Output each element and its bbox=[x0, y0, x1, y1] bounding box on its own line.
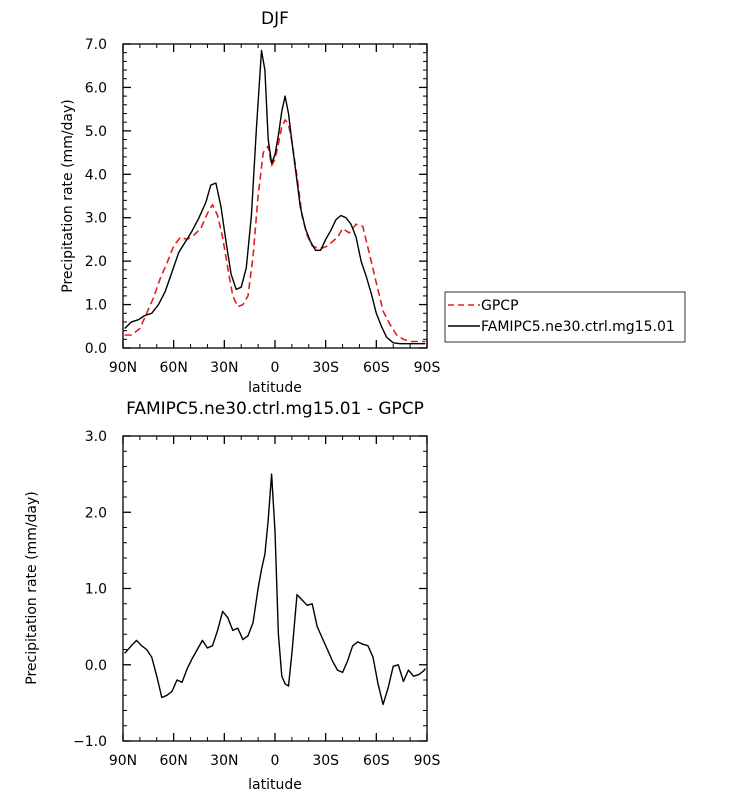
top-x-tick-label: 60N bbox=[160, 360, 188, 376]
difference-panel: FAMIPC5.ne30.ctrl.mg15.01 - GPCP latitud… bbox=[24, 399, 440, 793]
top-x-tick-label: 30N bbox=[210, 360, 238, 376]
top-y-tick-label: 7.0 bbox=[85, 37, 107, 53]
bottom-series-line-difference bbox=[124, 473, 426, 706]
top-series-lines bbox=[124, 49, 426, 345]
top-y-tick-label: 6.0 bbox=[85, 80, 107, 96]
top-plot-frame bbox=[122, 43, 428, 349]
bottom-x-tick-label: 60N bbox=[160, 753, 188, 769]
bottom-x-tick-label: 90S bbox=[414, 753, 441, 769]
djf-precipitation-panel: DJF latitude Precipitation rate (mm/day)… bbox=[60, 9, 686, 396]
top-x-tick-label: 0 bbox=[271, 360, 280, 376]
bottom-y-tick-label: 1.0 bbox=[85, 582, 107, 598]
bottom-chart-title: FAMIPC5.ne30.ctrl.mg15.01 - GPCP bbox=[126, 399, 424, 419]
top-y-axis-label: Precipitation rate (mm/day) bbox=[60, 99, 76, 293]
top-y-tick-label: 4.0 bbox=[85, 167, 107, 183]
bottom-axis-ticks: 90N 60N 30N 0 30S 60S 90S −1.0 0.0 1.0 2.0 3.0 bbox=[73, 429, 440, 769]
legend-label-model: FAMIPC5.ne30.ctrl.mg15.01 bbox=[481, 319, 675, 335]
top-x-tick-label: 90N bbox=[109, 360, 137, 376]
top-x-tick-label: 60S bbox=[363, 360, 390, 376]
bottom-y-tick-label: −1.0 bbox=[73, 734, 107, 750]
legend-box bbox=[444, 291, 686, 343]
top-axis-ticks: 90N 60N 30N 0 30S 60S 90S 0.0 1.0 2.0 3.0 4.0 5.0 6.0… bbox=[85, 37, 441, 376]
top-y-tick-label: 3.0 bbox=[85, 211, 107, 227]
bottom-y-tick-label: 3.0 bbox=[85, 429, 107, 445]
top-y-tick-label: 2.0 bbox=[85, 254, 107, 270]
legend-label-gpcp: GPCP bbox=[481, 298, 519, 314]
bottom-y-axis-label: Precipitation rate (mm/day) bbox=[24, 491, 40, 685]
bottom-x-tick-label: 30S bbox=[312, 753, 339, 769]
top-chart-title: DJF bbox=[261, 9, 289, 29]
legend: GPCP FAMIPC5.ne30.ctrl.mg15.01 bbox=[444, 291, 686, 343]
bottom-x-axis-label: latitude bbox=[248, 777, 302, 793]
bottom-y-tick-label: 0.0 bbox=[85, 658, 107, 674]
top-y-tick-label: 0.0 bbox=[85, 341, 107, 357]
bottom-x-tick-label: 60S bbox=[363, 753, 390, 769]
top-series-line-gpcp bbox=[124, 119, 426, 343]
bottom-x-tick-label: 30N bbox=[210, 753, 238, 769]
top-y-tick-label: 5.0 bbox=[85, 124, 107, 140]
bottom-series-lines bbox=[124, 473, 426, 706]
top-x-axis-label: latitude bbox=[248, 380, 302, 396]
top-x-tick-label: 90S bbox=[414, 360, 441, 376]
top-x-tick-label: 30S bbox=[312, 360, 339, 376]
bottom-x-tick-label: 0 bbox=[271, 753, 280, 769]
bottom-x-tick-label: 90N bbox=[109, 753, 137, 769]
top-series-line-famipc5-ne30-ctrl-mg15-01 bbox=[124, 49, 426, 345]
bottom-y-tick-label: 2.0 bbox=[85, 505, 107, 521]
top-y-tick-label: 1.0 bbox=[85, 298, 107, 314]
bottom-plot-frame bbox=[122, 435, 428, 742]
